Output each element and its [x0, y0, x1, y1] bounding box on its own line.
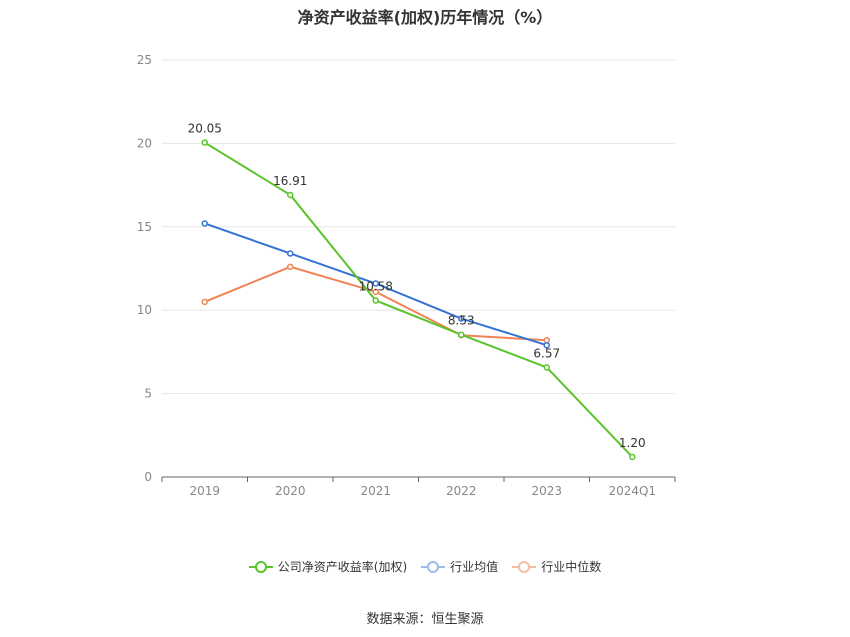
legend-marker-icon — [421, 560, 446, 573]
data-point — [458, 315, 465, 322]
data-label: 8.53 — [448, 314, 475, 328]
data-point — [287, 250, 294, 257]
data-label: 6.57 — [533, 346, 560, 360]
x-tick-label: 2023 — [531, 484, 562, 498]
data-label: 1.20 — [619, 436, 646, 450]
data-label: 16.91 — [273, 174, 307, 188]
x-tick-label: 2019 — [189, 484, 220, 498]
x-tick-label: 2024Q1 — [608, 484, 656, 498]
data-point — [201, 139, 208, 146]
data-point — [287, 263, 294, 271]
chart-title: 净资产收益率(加权)历年情况（%） — [297, 8, 553, 27]
y-tick-label: 5 — [144, 387, 152, 401]
legend-item-company-roe[interactable]: 公司净资产收益率(加权) — [248, 558, 408, 575]
series-line — [204, 141, 633, 458]
x-tick-label: 2020 — [275, 484, 306, 498]
data-point — [543, 336, 550, 344]
legend-marker-icon — [512, 560, 537, 573]
data-source-note: 数据来源：恒生聚源 — [366, 612, 484, 627]
y-tick-label: 25 — [137, 53, 152, 67]
x-tick-label: 2021 — [360, 484, 391, 498]
data-point — [201, 220, 208, 227]
y-tick-label: 10 — [137, 303, 152, 317]
legend-label: 公司净资产收益率(加权) — [277, 560, 408, 574]
chart-legend: 公司净资产收益率(加权) 行业均值 行业中位数 — [0, 558, 850, 575]
legend-item-industry-median[interactable]: 行业中位数 — [512, 558, 601, 575]
x-tick-label: 2022 — [446, 484, 477, 498]
data-point — [629, 453, 636, 461]
legend-item-industry-mean[interactable]: 行业均值 — [421, 558, 498, 575]
y-tick-label: 0 — [144, 470, 152, 484]
data-point — [372, 280, 379, 287]
data-label: 10.58 — [359, 280, 393, 294]
data-point — [543, 364, 550, 371]
y-tick-label: 15 — [137, 220, 152, 234]
data-label: 20.05 — [188, 122, 222, 136]
data-point — [201, 298, 208, 306]
y-tick-label: 20 — [137, 136, 152, 150]
data-point — [287, 191, 294, 199]
legend-label: 行业均值 — [450, 560, 499, 574]
data-point — [458, 331, 465, 338]
legend-marker-icon — [248, 560, 273, 573]
legend-label: 行业中位数 — [541, 560, 602, 574]
data-point — [543, 341, 550, 349]
data-point — [372, 297, 379, 304]
line-chart: 0 5 10 15 20 25 2019 2020 2021 2022 2023 2024Q1 20.0… — [137, 53, 676, 498]
data-point — [372, 288, 379, 296]
